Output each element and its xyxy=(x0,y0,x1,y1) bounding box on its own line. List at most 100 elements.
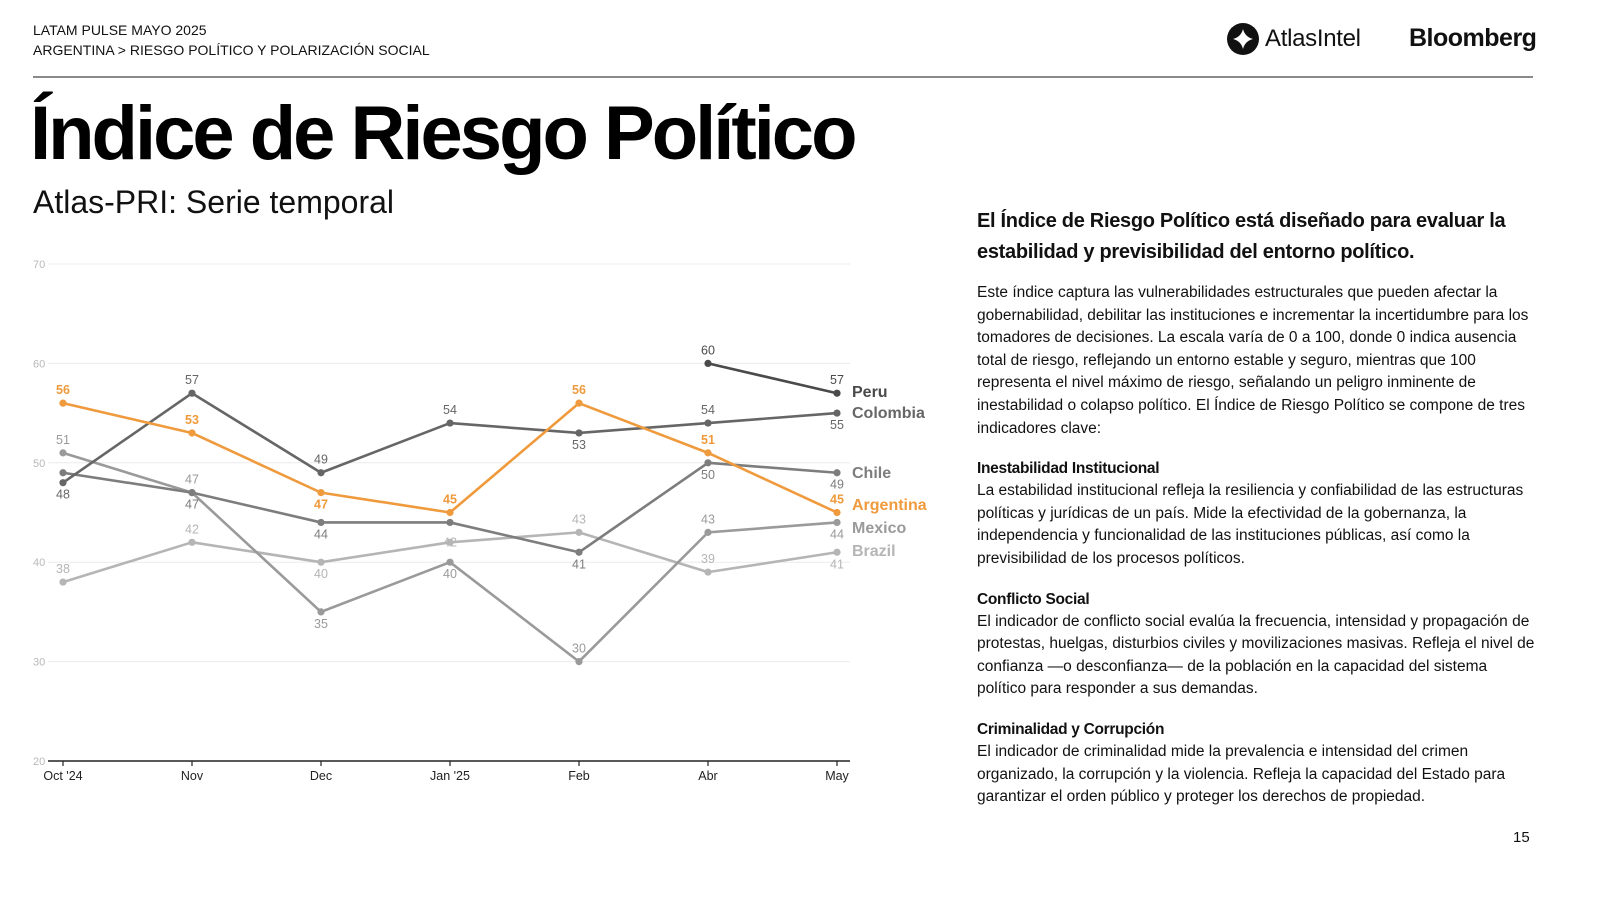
data-point-brazil xyxy=(446,538,454,546)
data-label-peru: 57 xyxy=(830,373,844,387)
data-label-chile: 44 xyxy=(314,527,328,541)
data-point-mexico xyxy=(317,608,325,616)
atlasintel-logo-text: AtlasIntel xyxy=(1265,25,1361,52)
x-tick-label: Oct '24 xyxy=(43,769,82,783)
data-point-colombia xyxy=(59,479,67,487)
data-label-argentina: 56 xyxy=(572,383,586,397)
data-label-mexico: 35 xyxy=(314,617,328,631)
data-label-mexico: 44 xyxy=(830,527,844,541)
data-label-mexico: 43 xyxy=(701,512,715,526)
data-label-brazil: 43 xyxy=(572,512,586,526)
data-label-argentina: 45 xyxy=(830,493,844,507)
data-point-mexico xyxy=(704,528,712,536)
series-colombia xyxy=(59,389,841,487)
y-axis: 20 30 40 50 60 70 xyxy=(33,259,45,768)
header-divider xyxy=(33,76,1533,78)
data-label-argentina: 47 xyxy=(314,498,328,512)
y-tick-label: 50 xyxy=(33,458,45,470)
data-label-brazil: 39 xyxy=(701,552,715,566)
series-line-mexico xyxy=(62,451,838,663)
indicator-heading: Inestabilidad Institucional xyxy=(977,460,1160,478)
indicator-body: La estabilidad institucional refleja la … xyxy=(977,482,1524,567)
indicator-section: Conflicto Social El indicador de conflic… xyxy=(977,589,1537,701)
series-line-peru xyxy=(707,362,838,395)
x-tick-label: Jan '25 xyxy=(430,769,470,783)
data-point-peru xyxy=(704,359,712,367)
data-point-brazil xyxy=(59,578,67,586)
data-point-argentina xyxy=(446,508,454,517)
data-point-colombia xyxy=(833,409,841,417)
indicator-section: Inestabilidad Institucional La estabilid… xyxy=(977,458,1537,570)
data-label-chile: 49 xyxy=(830,478,844,492)
x-tick-label: Nov xyxy=(181,769,204,783)
y-tick-label: 60 xyxy=(33,358,45,370)
report-title: LATAM PULSE MAYO 2025 xyxy=(33,22,207,38)
data-point-peru xyxy=(833,389,841,397)
data-point-brazil xyxy=(188,538,196,546)
data-label-mexico: 40 xyxy=(443,567,457,581)
data-label-argentina: 51 xyxy=(701,433,715,447)
data-point-argentina xyxy=(575,399,583,407)
x-tick-label: May xyxy=(825,769,849,783)
breadcrumb: ARGENTINA > RIESGO POLÍTICO Y POLARIZACI… xyxy=(33,42,430,58)
data-point-brazil xyxy=(317,558,325,566)
y-tick-label: 20 xyxy=(33,756,45,768)
data-point-mexico xyxy=(59,449,67,457)
data-point-colombia xyxy=(704,419,712,427)
data-label-brazil: 40 xyxy=(314,567,328,581)
indicator-body: El indicador de conflicto social evalúa … xyxy=(977,612,1535,698)
series-mexico xyxy=(59,449,841,666)
x-axis: Oct '24 Nov Dec Jan '25 Feb Abr May xyxy=(43,760,850,783)
data-label-argentina: 45 xyxy=(443,493,457,507)
data-label-colombia: 49 xyxy=(314,453,328,467)
atlasintel-logo: AtlasIntel xyxy=(1227,23,1361,55)
x-tick-label: Dec xyxy=(310,769,332,783)
y-tick-label: 70 xyxy=(33,259,45,271)
data-label-colombia: 54 xyxy=(701,403,715,417)
data-label-colombia: 48 xyxy=(56,488,70,502)
data-point-colombia xyxy=(317,469,325,477)
data-point-argentina xyxy=(59,399,67,407)
y-tick-label: 40 xyxy=(33,557,45,569)
x-tick-label: Feb xyxy=(568,769,590,783)
line-chart: 20 30 40 50 60 70 Oct '24 Nov Dec Jan '25 Feb Abr M… xyxy=(33,259,927,783)
data-point-chile xyxy=(446,518,454,527)
indicator-heading: Conflicto Social xyxy=(977,590,1090,608)
page-subtitle: Atlas-PRI: Serie temporal xyxy=(33,184,395,220)
legend-label-mexico: Mexico xyxy=(852,520,906,537)
bloomberg-logo: Bloomberg xyxy=(1409,24,1537,52)
data-label-argentina: 56 xyxy=(56,383,70,397)
chart-series xyxy=(59,359,841,666)
description-panel: El Índice de Riesgo Político está diseña… xyxy=(977,206,1537,809)
data-point-brazil xyxy=(704,568,712,576)
data-label-mexico: 30 xyxy=(572,642,586,656)
data-point-chile xyxy=(704,459,712,467)
data-label-colombia: 54 xyxy=(443,403,457,417)
indicator-section: Criminalidad y Corrupción El indicador d… xyxy=(977,719,1537,809)
data-point-chile xyxy=(59,469,67,477)
legend-label-argentina: Argentina xyxy=(852,497,927,514)
data-label-brazil: 38 xyxy=(56,562,70,576)
data-label-brazil: 41 xyxy=(830,557,844,571)
data-label-mexico: 47 xyxy=(185,473,199,487)
data-point-chile xyxy=(188,489,196,497)
data-point-chile xyxy=(575,548,583,556)
data-label-mexico: 51 xyxy=(56,433,70,447)
series-argentina xyxy=(59,399,841,517)
data-label-brazil: 42 xyxy=(185,522,199,536)
legend-label-peru: Peru xyxy=(852,384,888,401)
data-label-colombia: 57 xyxy=(185,373,199,387)
atlasintel-logo-icon xyxy=(1227,23,1259,55)
data-point-brazil xyxy=(575,528,583,536)
data-label-chile: 47 xyxy=(185,498,199,512)
data-point-chile xyxy=(833,469,841,477)
page-number: 15 xyxy=(1513,829,1530,846)
legend-label-colombia: Colombia xyxy=(852,405,925,422)
x-tick-label: Abr xyxy=(698,769,717,783)
y-tick-label: 30 xyxy=(33,657,45,669)
chart-legend: Peru Colombia Chile Argentina Mexico Brazil xyxy=(852,384,927,560)
data-label-colombia: 53 xyxy=(572,438,586,452)
data-label-colombia: 55 xyxy=(830,418,844,432)
legend-label-chile: Chile xyxy=(852,465,891,482)
description-lead: El Índice de Riesgo Político está diseña… xyxy=(977,210,1506,263)
